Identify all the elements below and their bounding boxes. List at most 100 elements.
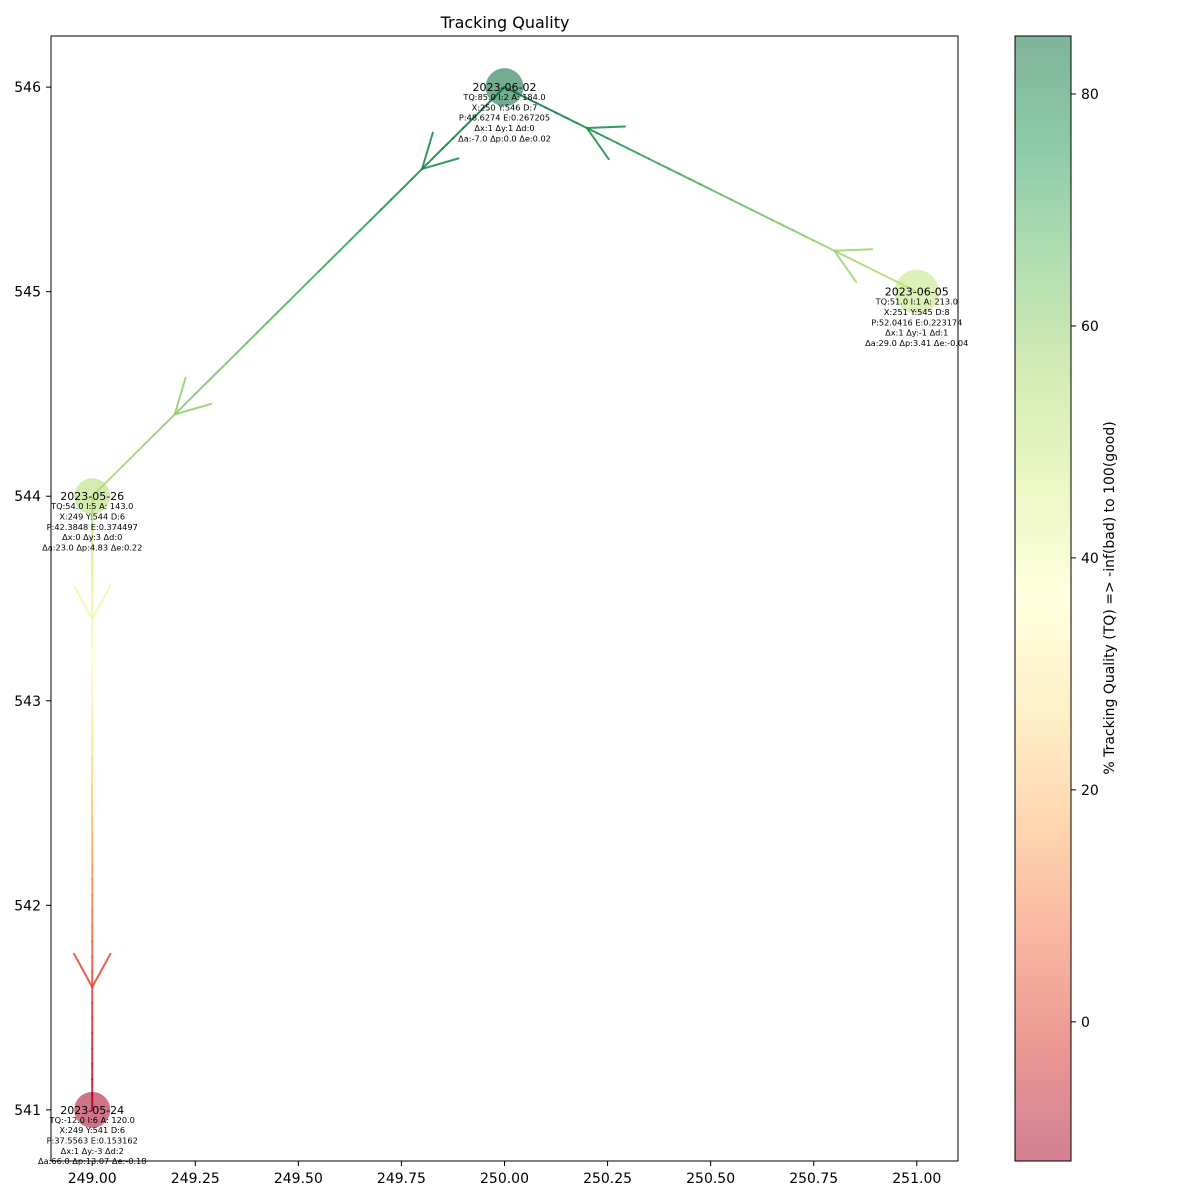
y-tick-label: 546 (14, 80, 41, 96)
track-segment (462, 116, 475, 130)
x-axis: 249.00 249.25 249.50 249.75 250.00 250.25 250.… (68, 1161, 941, 1187)
x-tick-label: 249.50 (274, 1171, 323, 1187)
track-segment (266, 311, 279, 324)
track-segment (173, 403, 186, 416)
data-point (894, 269, 939, 314)
track-segment (369, 208, 382, 222)
arrow-head (421, 157, 460, 170)
track-segment (132, 444, 145, 457)
track-segment (256, 321, 269, 334)
point-date-label: 2023-06-05 (885, 286, 949, 299)
track-segment (884, 275, 898, 283)
colorbar-tick-label: 60 (1081, 319, 1099, 335)
colorbar-frame (1014, 35, 1072, 1162)
track-segment (658, 162, 671, 170)
track-segment (637, 152, 650, 160)
x-tick-label: 250.00 (480, 1171, 529, 1187)
track-segment (441, 137, 454, 150)
x-tick-label: 249.75 (377, 1171, 426, 1187)
data-points (74, 68, 939, 1128)
track-lines (73, 86, 918, 1111)
point-date-label: 2023-05-26 (60, 490, 124, 503)
y-tick-label: 541 (14, 1103, 41, 1119)
track-segment (781, 224, 795, 232)
track-segment (307, 270, 320, 283)
track-segment (317, 260, 331, 273)
y-axis: 541 542 543 544 545 546 (14, 80, 51, 1119)
track-segment (596, 132, 609, 140)
track-segment (328, 249, 341, 262)
point-info-label: X:249 Y:544 D:6 (59, 512, 125, 522)
track-segment (627, 147, 640, 155)
track-segment (874, 270, 887, 278)
track-segment (276, 300, 290, 314)
track-segment (555, 111, 568, 119)
arrow-head (833, 248, 874, 252)
point-info-label: P:52.0416 E:0.223174 (871, 317, 962, 327)
y-tick-label: 545 (14, 285, 41, 301)
track-segment (524, 96, 537, 104)
track-segment (348, 229, 362, 242)
arrow-head (421, 131, 434, 170)
track-segment (338, 239, 351, 252)
track-segment (823, 244, 836, 252)
track-segment (802, 234, 815, 242)
track-segment (359, 219, 372, 232)
track-segment (647, 157, 661, 165)
point-info-label: Δx:0 Δy:3 Δd:0 (62, 532, 122, 542)
track-segment (565, 116, 578, 124)
track-segment (709, 188, 722, 196)
colorbar-ticks: 0 20 40 60 80 (1071, 87, 1099, 1031)
track-segment (534, 101, 547, 109)
track-segment (689, 178, 702, 186)
arrow-head (585, 127, 610, 161)
point-info-label: Δa:23.0 Δp:4.83 Δe:0.22 (42, 542, 142, 552)
track-segment (204, 372, 217, 385)
point-info-label: X:251 Y:545 D:8 (884, 307, 950, 317)
arrow-head (585, 125, 626, 130)
track-segment (431, 147, 444, 160)
track-segment (225, 352, 238, 365)
track-segment (771, 219, 784, 227)
track-segment (544, 106, 558, 114)
track-segment (194, 382, 207, 395)
track-segment (740, 203, 753, 211)
colorbar: 0 20 40 60 80 % Tracking Quality (TQ) => -in… (1014, 35, 1118, 1162)
track-segment (864, 265, 877, 273)
point-info-label: Δx:1 Δy:-3 Δd:2 (61, 1146, 124, 1156)
track-segment (719, 193, 733, 201)
track-segment (214, 362, 228, 375)
track-segment (287, 290, 300, 303)
arrow-head (91, 952, 112, 989)
colorbar-tick-label: 40 (1081, 551, 1099, 567)
track-segment (390, 188, 403, 201)
point-info-label: P:48.6274 E:0.267205 (459, 113, 550, 123)
point-info-label: P:37.5563 E:0.153162 (47, 1135, 138, 1145)
track-segment (730, 198, 743, 206)
y-tick-label: 542 (14, 898, 41, 914)
track-segment (575, 121, 588, 130)
track-segment (163, 413, 176, 426)
point-date-label: 2023-06-02 (473, 81, 537, 94)
track-segment (699, 183, 712, 191)
colorbar-label: % Tracking Quality (TQ) => -inf(bad) to … (1102, 421, 1118, 774)
point-info-label: Δa:-7.0 Δp:0.0 Δe:0.02 (458, 133, 551, 143)
chart-title: Tracking Quality (440, 13, 570, 32)
point-date-label: 2023-05-24 (60, 1104, 124, 1117)
point-info-label: X:250 Y:546 D:7 (472, 102, 538, 112)
y-tick-label: 544 (14, 489, 41, 505)
track-segment (111, 464, 125, 477)
point-info-label: Δx:1 Δy:1 Δd:0 (474, 123, 534, 133)
track-segment (410, 167, 424, 181)
track-segment (606, 137, 619, 145)
track-segment (400, 178, 413, 191)
colorbar-fill (1015, 36, 1071, 1161)
point-info-label: TQ:54.0 I:5 A: 143.0 (50, 501, 133, 511)
colorbar-tick-label: 20 (1081, 783, 1099, 799)
track-segment (421, 157, 434, 170)
track-segment (297, 280, 310, 293)
track-segment (750, 208, 764, 216)
track-segment (183, 392, 197, 406)
